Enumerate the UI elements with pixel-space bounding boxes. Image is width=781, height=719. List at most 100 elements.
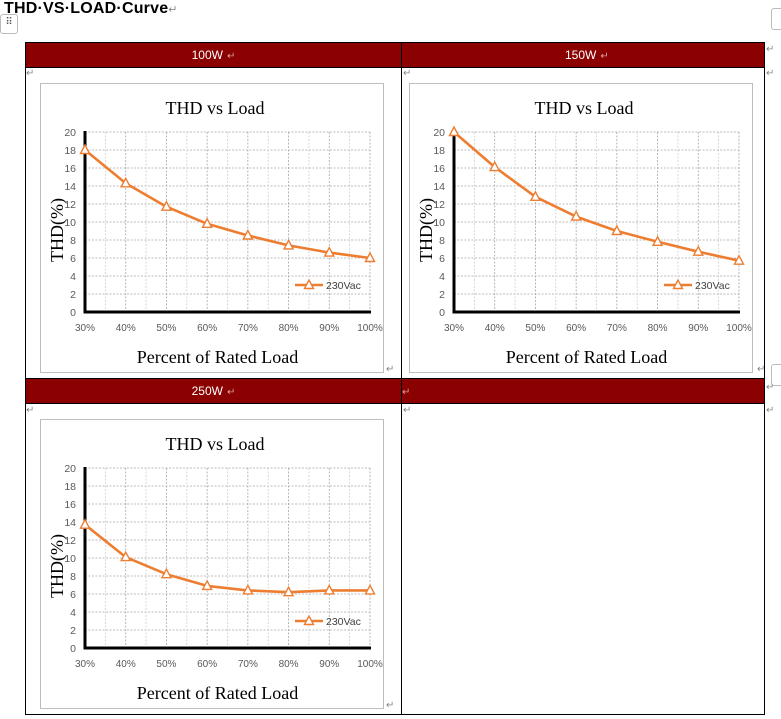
triangle-marker-icon	[448, 125, 460, 137]
x-tick-label: 90%	[319, 323, 339, 334]
table-move-handle-icon[interactable]: ⠿	[0, 14, 18, 34]
paragraph-mark: ↵	[168, 4, 178, 16]
x-axis-label: Percent of Rated Load	[137, 347, 298, 367]
triangle-marker-icon	[160, 567, 173, 579]
triangle-marker-icon	[651, 235, 664, 247]
legend-label: 230Vac	[326, 280, 361, 292]
header-label: 150W	[565, 48, 597, 62]
paragraph-mark: ↵	[26, 405, 35, 416]
x-tick-label: 60%	[197, 659, 217, 670]
side-toolbar-button[interactable]	[771, 8, 781, 30]
legend-triangle-icon	[672, 278, 684, 290]
triangle-marker-icon	[282, 585, 295, 597]
legend-triangle-icon	[303, 278, 315, 290]
x-axis-label: Percent of Rated Load	[506, 347, 667, 367]
paragraph-mark: ↵	[386, 364, 395, 375]
y-tick-label: 8	[70, 235, 76, 247]
chart-svg: THD vs Load 0 2 4 6 8 10 12 14 16 18 20 30% 40% 50% 60%…	[416, 98, 752, 367]
table-row-insert-button[interactable]	[771, 364, 781, 386]
chart-title: THD vs Load	[166, 98, 265, 118]
y-tick-label: 14	[64, 517, 76, 529]
triangle-marker-icon	[611, 224, 623, 236]
y-tick-label: 2	[439, 289, 445, 301]
y-tick-label: 0	[439, 307, 445, 319]
x-tick-label: 30%	[75, 659, 95, 670]
y-tick-label: 18	[64, 481, 76, 493]
y-tick-label: 6	[439, 253, 445, 265]
y-tick-label: 8	[439, 235, 445, 247]
chart-100w: THD vs Load 0 2 4 6 8 10 12 14 16 18 20 30% 40% 50% 60%…	[40, 83, 384, 373]
table-header-150w: 150W ↵	[402, 42, 764, 68]
y-tick-label: 8	[70, 571, 76, 583]
series-line	[84, 148, 371, 260]
x-tick-label: 50%	[156, 659, 176, 670]
y-tick-label: 16	[433, 163, 445, 175]
document-title: THD·VS·LOAD·Curve↵	[4, 0, 178, 18]
y-tick-label: 6	[70, 253, 76, 265]
y-tick-label: 0	[70, 643, 76, 655]
x-tick-label: 80%	[279, 323, 299, 334]
y-tick-label: 10	[64, 217, 76, 229]
paragraph-mark: ↵	[600, 51, 609, 62]
y-tick-label: 10	[433, 217, 445, 229]
triangle-marker-icon	[242, 229, 254, 240]
triangle-marker-icon	[120, 550, 132, 562]
paragraph-mark: ↵	[766, 68, 775, 79]
triangle-marker-icon	[79, 143, 91, 155]
paragraph-mark: ↵	[403, 405, 412, 416]
triangle-marker-icon	[282, 238, 295, 250]
y-tick-label: 16	[64, 163, 76, 175]
x-tick-label: 30%	[75, 323, 95, 334]
chart-svg: THD vs Load 0 2 4 6 8 10 12 14 16 18 20 30% 40% 50% 60%…	[47, 98, 383, 367]
x-tick-label: 100%	[726, 323, 752, 334]
paragraph-mark: ↵	[766, 44, 775, 55]
paragraph-mark: ↵	[26, 68, 35, 79]
triangle-marker-icon	[201, 579, 213, 591]
x-tick-label: 60%	[197, 323, 217, 334]
header-label: 100W	[191, 48, 223, 62]
paragraph-mark: ↵	[402, 387, 411, 398]
y-tick-label: 4	[70, 271, 76, 283]
y-tick-label: 14	[64, 181, 76, 193]
x-tick-label: 50%	[156, 323, 176, 334]
y-tick-label: 20	[64, 127, 76, 139]
y-tick-label: 4	[70, 607, 76, 619]
y-tick-label: 18	[433, 145, 445, 157]
paragraph-mark: ↵	[226, 51, 236, 62]
x-tick-label: 70%	[238, 659, 258, 670]
document-title-text: THD·VS·LOAD·Curve	[4, 0, 169, 17]
triangle-marker-icon	[489, 160, 501, 172]
chart-svg: THD vs Load 0 2 4 6 8 10 12 14 16 18 20 30% 40% 50% 60%…	[47, 434, 383, 703]
y-axis-label: THD(%)	[47, 198, 68, 262]
y-tick-label: 20	[64, 463, 76, 475]
y-tick-label: 0	[70, 307, 76, 319]
x-tick-label: 60%	[566, 323, 586, 334]
y-tick-label: 16	[64, 499, 76, 511]
triangle-marker-icon	[120, 176, 132, 188]
triangle-marker-icon	[242, 583, 254, 595]
y-tick-label: 2	[70, 289, 76, 301]
y-tick-label: 4	[439, 271, 445, 283]
chart-title: THD vs Load	[166, 434, 265, 454]
x-tick-label: 50%	[525, 323, 545, 334]
x-tick-label: 90%	[319, 659, 339, 670]
triangle-marker-icon	[323, 246, 335, 257]
x-tick-label: 100%	[357, 659, 383, 670]
y-tick-label: 6	[70, 589, 76, 601]
column-divider	[401, 42, 402, 715]
y-axis-label: THD(%)	[47, 534, 68, 598]
table-header-250w: 250W ↵	[26, 378, 401, 404]
chart-150w: THD vs Load 0 2 4 6 8 10 12 14 16 18 20 30% 40% 50% 60%…	[409, 83, 753, 373]
triangle-marker-icon	[201, 217, 213, 229]
paragraph-mark: ↵	[766, 405, 775, 416]
paragraph-mark: ↵	[757, 364, 766, 375]
y-tick-label: 2	[70, 625, 76, 637]
x-tick-label: 70%	[607, 323, 627, 334]
paragraph-mark: ↵	[766, 382, 775, 393]
triangle-marker-icon	[529, 190, 542, 202]
triangle-marker-icon	[79, 518, 91, 529]
table-header-empty: ↵	[402, 378, 764, 404]
x-tick-label: 40%	[485, 323, 505, 334]
x-tick-label: 30%	[444, 323, 464, 334]
triangle-marker-icon	[323, 583, 335, 595]
